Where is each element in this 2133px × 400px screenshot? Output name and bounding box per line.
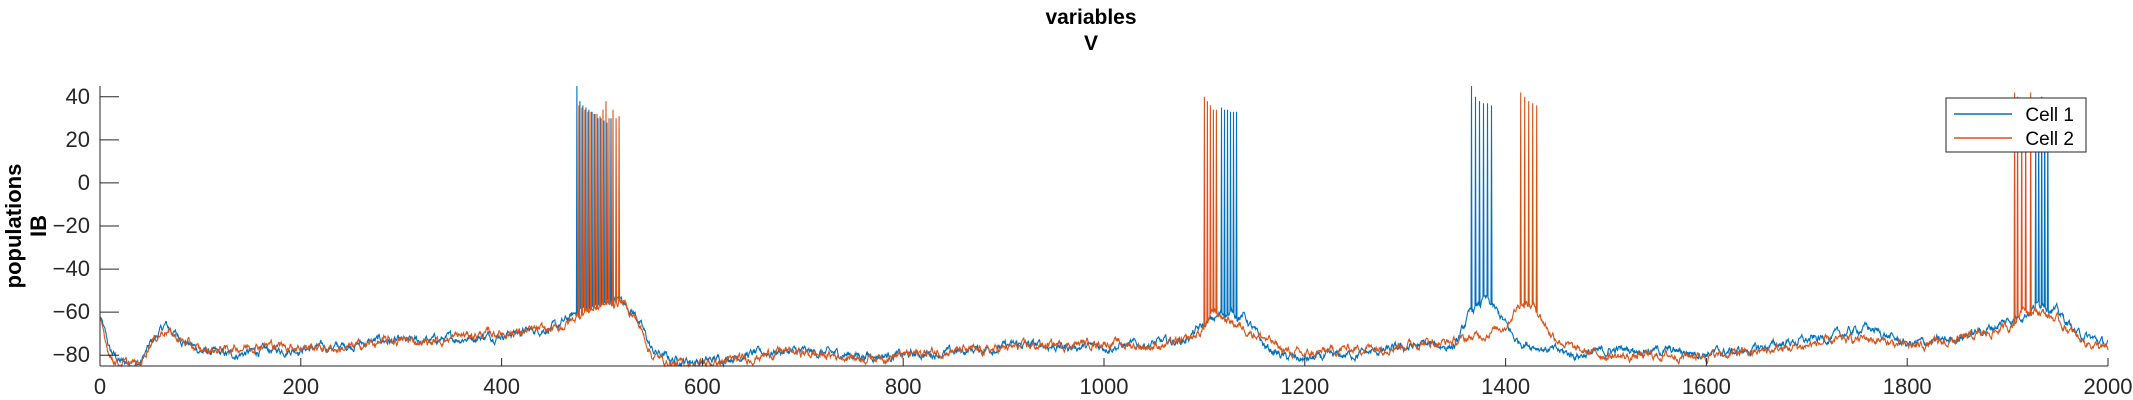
y-tick-label: −40 bbox=[53, 256, 90, 281]
legend: Cell 1 Cell 2 bbox=[1945, 97, 2087, 153]
x-tick-label: 600 bbox=[684, 374, 721, 399]
x-tick-label: 2000 bbox=[2084, 374, 2133, 399]
y-tick-label: −60 bbox=[53, 299, 90, 324]
y-axis-label: populations IB bbox=[1, 164, 51, 289]
x-tick-label: 800 bbox=[885, 374, 922, 399]
axes: 0 200 400 600 800 1000 1200 1400 1600 1800 2000−80… bbox=[53, 84, 2133, 399]
series-line-cell-2 bbox=[99, 92, 2109, 369]
y-axis-label-line-2: IB bbox=[26, 215, 51, 237]
y-tick-label: −80 bbox=[53, 342, 90, 367]
y-tick-label: 20 bbox=[66, 127, 90, 152]
x-tick-label: 1200 bbox=[1280, 374, 1329, 399]
x-tick-label: 1000 bbox=[1080, 374, 1129, 399]
y-axis-label-line-1: populations bbox=[1, 164, 26, 289]
x-tick-label: 0 bbox=[94, 374, 106, 399]
legend-label-cell-2: Cell 2 bbox=[2025, 129, 2074, 150]
y-tick-label: 0 bbox=[78, 170, 90, 195]
y-tick-label: −20 bbox=[53, 213, 90, 238]
legend-label-cell-1: Cell 1 bbox=[2025, 105, 2074, 126]
x-tick-label: 1400 bbox=[1481, 374, 1530, 399]
legend-box bbox=[1945, 97, 2087, 153]
x-tick-label: 200 bbox=[282, 374, 319, 399]
chart-title: variables V bbox=[1045, 6, 1136, 55]
chart-title-line-2: V bbox=[1084, 32, 1098, 55]
chart-title-line-1: variables bbox=[1045, 6, 1136, 29]
x-tick-label: 1800 bbox=[1883, 374, 1932, 399]
plot-series bbox=[99, 85, 2109, 369]
y-tick-label: 40 bbox=[66, 84, 90, 109]
x-tick-label: 400 bbox=[483, 374, 520, 399]
x-tick-label: 1600 bbox=[1682, 374, 1731, 399]
series-line-cell-1 bbox=[99, 85, 2109, 368]
